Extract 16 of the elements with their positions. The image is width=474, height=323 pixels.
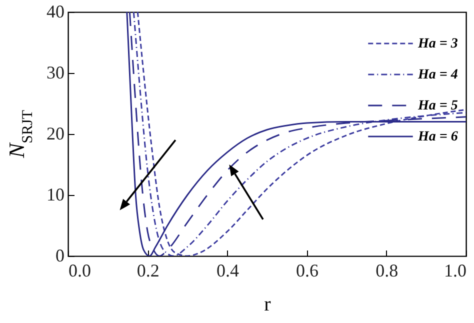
legend-label: Ha = 4 [417, 68, 458, 82]
x-tick-label: 0.4 [216, 260, 239, 280]
x-tick-label: 0.2 [136, 260, 160, 280]
legend-label: Ha = 3 [417, 36, 458, 52]
x-tick-label: 1.0 [444, 260, 466, 280]
legend-label: Ha = 5 [417, 98, 458, 114]
y-tick-label: 20 [46, 124, 64, 144]
x-axis-title: r [264, 294, 272, 316]
y-tick-label: 30 [46, 62, 64, 82]
x-tick-label: 0.8 [376, 260, 398, 280]
y-tick-label: 10 [46, 184, 64, 204]
x-tick-label: 0.6 [296, 260, 319, 280]
x-tick-label: 0.0 [68, 260, 91, 280]
y-tick-label: 0 [56, 246, 64, 266]
y-tick-label: 40 [46, 2, 64, 22]
legend-label: Ha = 6 [417, 130, 458, 144]
